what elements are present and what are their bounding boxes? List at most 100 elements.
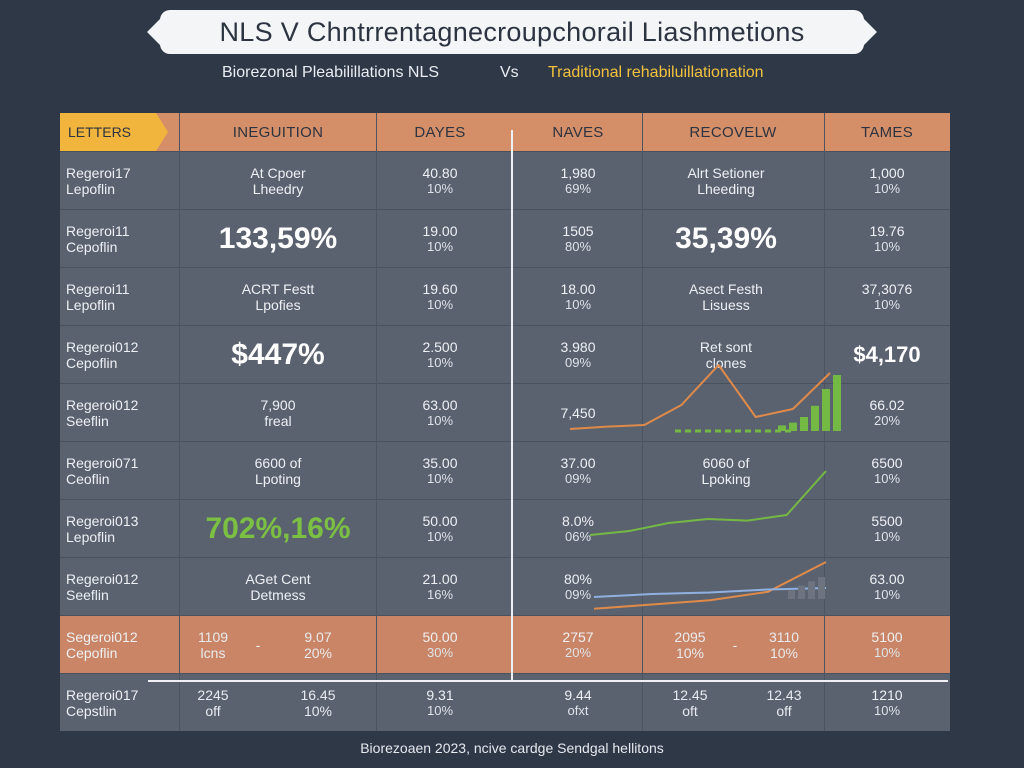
cell-value: Lheeding [697,181,755,197]
cell-subvalue: 10% [426,471,454,486]
cell-subvalue: 10% [873,529,901,544]
header-letters: LETTERS [60,113,168,151]
cell-subvalue: 20% [564,645,592,660]
dayes-cell: 50.00 30% [376,616,504,674]
column-divider [376,113,377,731]
dayes-cell: 19.60 10% [376,268,504,326]
cell-value: 8.0% [562,513,594,529]
ineguition-cell: 7,900 freal [180,384,376,442]
cell-subvalue: 10% [564,297,592,312]
row-label: Regeroi11 Cepoflin [60,210,179,268]
table-row: Regeroi012 Seeflin 7,900 freal 63.00 10% 7,450… [60,383,950,441]
cell-value: 9.44 [564,687,592,703]
trend-bar [822,389,830,431]
dayes-cell: 19.00 10% [376,210,504,268]
cell-subvalue: lcns [200,645,226,661]
cell-value: 40.80 [422,165,458,181]
page-title: NLS V Chntrrentagnecroupchorail Liashmet… [219,16,805,47]
subtitle-row: Biorezonal Pleabilillations NLS Vs Tradi… [0,64,1024,86]
cell-subvalue: 69% [564,181,592,196]
cell-value: 7,450 [560,405,596,421]
big-stat: $4,170 [853,342,921,367]
cell-value: 2.500 [422,339,458,355]
naves-cell: 7,450 [514,384,642,442]
row-label-line: Regeroi17 [66,165,131,181]
dayes-cell: 9.31 10% [376,674,504,732]
dayes-cell: 63.00 10% [376,384,504,442]
trend-bar [811,405,819,431]
big-stat: 133,59% [218,222,338,255]
cell-subvalue: 10% [426,703,454,718]
cell-value: 9.07 [304,629,332,645]
table-row: Regeroi017 Cepstlin 2245 off 16.45 10% 9.31 10%… [60,673,950,731]
cell-value: 19.76 [869,223,905,239]
recovelw-pair-cell: 3110 10% [746,616,822,674]
recovelw-cell: 6060 of Lpoking [642,442,810,500]
row-label: Regeroi012 Cepoflin [60,326,179,384]
cell-subvalue: 09% [564,355,592,370]
dayes-cell: 21.00 16% [376,558,504,616]
tames-cell: $4,170 [824,326,950,384]
grey-bar [788,590,795,599]
cell-value: Alrt Setioner [687,165,765,181]
row-label: Regeroi11 Lepoflin [60,268,179,326]
row-label-line: Regeroi013 [66,513,139,529]
header-dayes: DAYES [414,123,466,141]
ineguition-cell: 702%,16% [180,500,376,558]
naves-cell: 9.44 ofxt [514,674,642,732]
cell-value: 16.45 [300,687,336,703]
cell-value: 21.00 [422,571,458,587]
cell-value: Detmess [250,587,306,603]
cell-subvalue: 20% [873,413,901,428]
dayes-cell: 35.00 10% [376,442,504,500]
ineguition-pair-cell: 1109 lcns [180,616,246,674]
cell-subvalue: 10% [873,703,901,718]
naves-cell: 1,980 69% [514,152,642,210]
big-stat: $447% [231,338,325,371]
cell-value: ACRT Festt [241,281,315,297]
row-label-line: Cepoflin [66,355,118,371]
row-label-line: Seeflin [66,587,109,603]
naves-cell: 2757 20% [514,616,642,674]
row-label-line: Lepoflin [66,529,116,545]
cell-value: 37.00 [560,455,596,471]
tames-cell: 5100 10% [824,616,950,674]
cell-subvalue: 16% [426,587,454,602]
row-label-line: Cepoflin [66,239,118,255]
title-banner: NLS V Chntrrentagnecroupchorail Liashmet… [160,10,864,54]
cell-subvalue: 10% [426,181,454,196]
cell-subvalue: oft [682,703,698,719]
row-label-line: Regeroi11 [66,281,130,297]
trend-bar [789,422,797,431]
row-label-line: Seeflin [66,413,109,429]
cell-value: Lpofies [255,297,301,313]
big-stat: 35,39% [675,222,777,255]
cell-value: Lpoking [701,471,751,487]
cell-subvalue: 20% [303,645,333,661]
row-label: Regeroi013 Lepoflin [60,500,179,558]
row-label: Regeroi071 Ceoflin [60,442,179,500]
row-label-line: Lepoflin [66,181,116,197]
cell-value: Ret sont [699,339,753,355]
naves-cell: 3.980 09% [514,326,642,384]
cell-subvalue: 10% [873,181,901,196]
cell-subvalue: off [205,703,221,719]
row-label-line: Regeroi11 [66,223,130,239]
table-row: Regeroi012 Cepoflin $447% 2.500 10% 3.980 09% R… [60,325,950,383]
column-divider [642,113,643,731]
cell-value: - [255,637,261,653]
recovelw-pair-cell: 2095 10% [656,616,724,674]
subtitle-left: Biorezonal Pleabilillations NLS [222,64,440,81]
row-label-line: Regeroi017 [66,687,139,703]
row-label-line: Ceoflin [66,471,110,487]
recovelw-cell: Alrt Setioner Lheeding [642,152,810,210]
row-label-line: Segeroi012 [66,629,138,645]
embedded-trend-chart [569,364,841,610]
grey-bar [798,585,805,599]
cell-subvalue: 09% [564,587,592,602]
center-divider-line [511,130,513,680]
header-ineguition: INEGUITION [232,123,324,141]
ineguition-pair-cell: 9.07 20% [270,616,366,674]
tames-cell: 19.76 10% [824,210,950,268]
cell-subvalue: 10% [426,529,454,544]
